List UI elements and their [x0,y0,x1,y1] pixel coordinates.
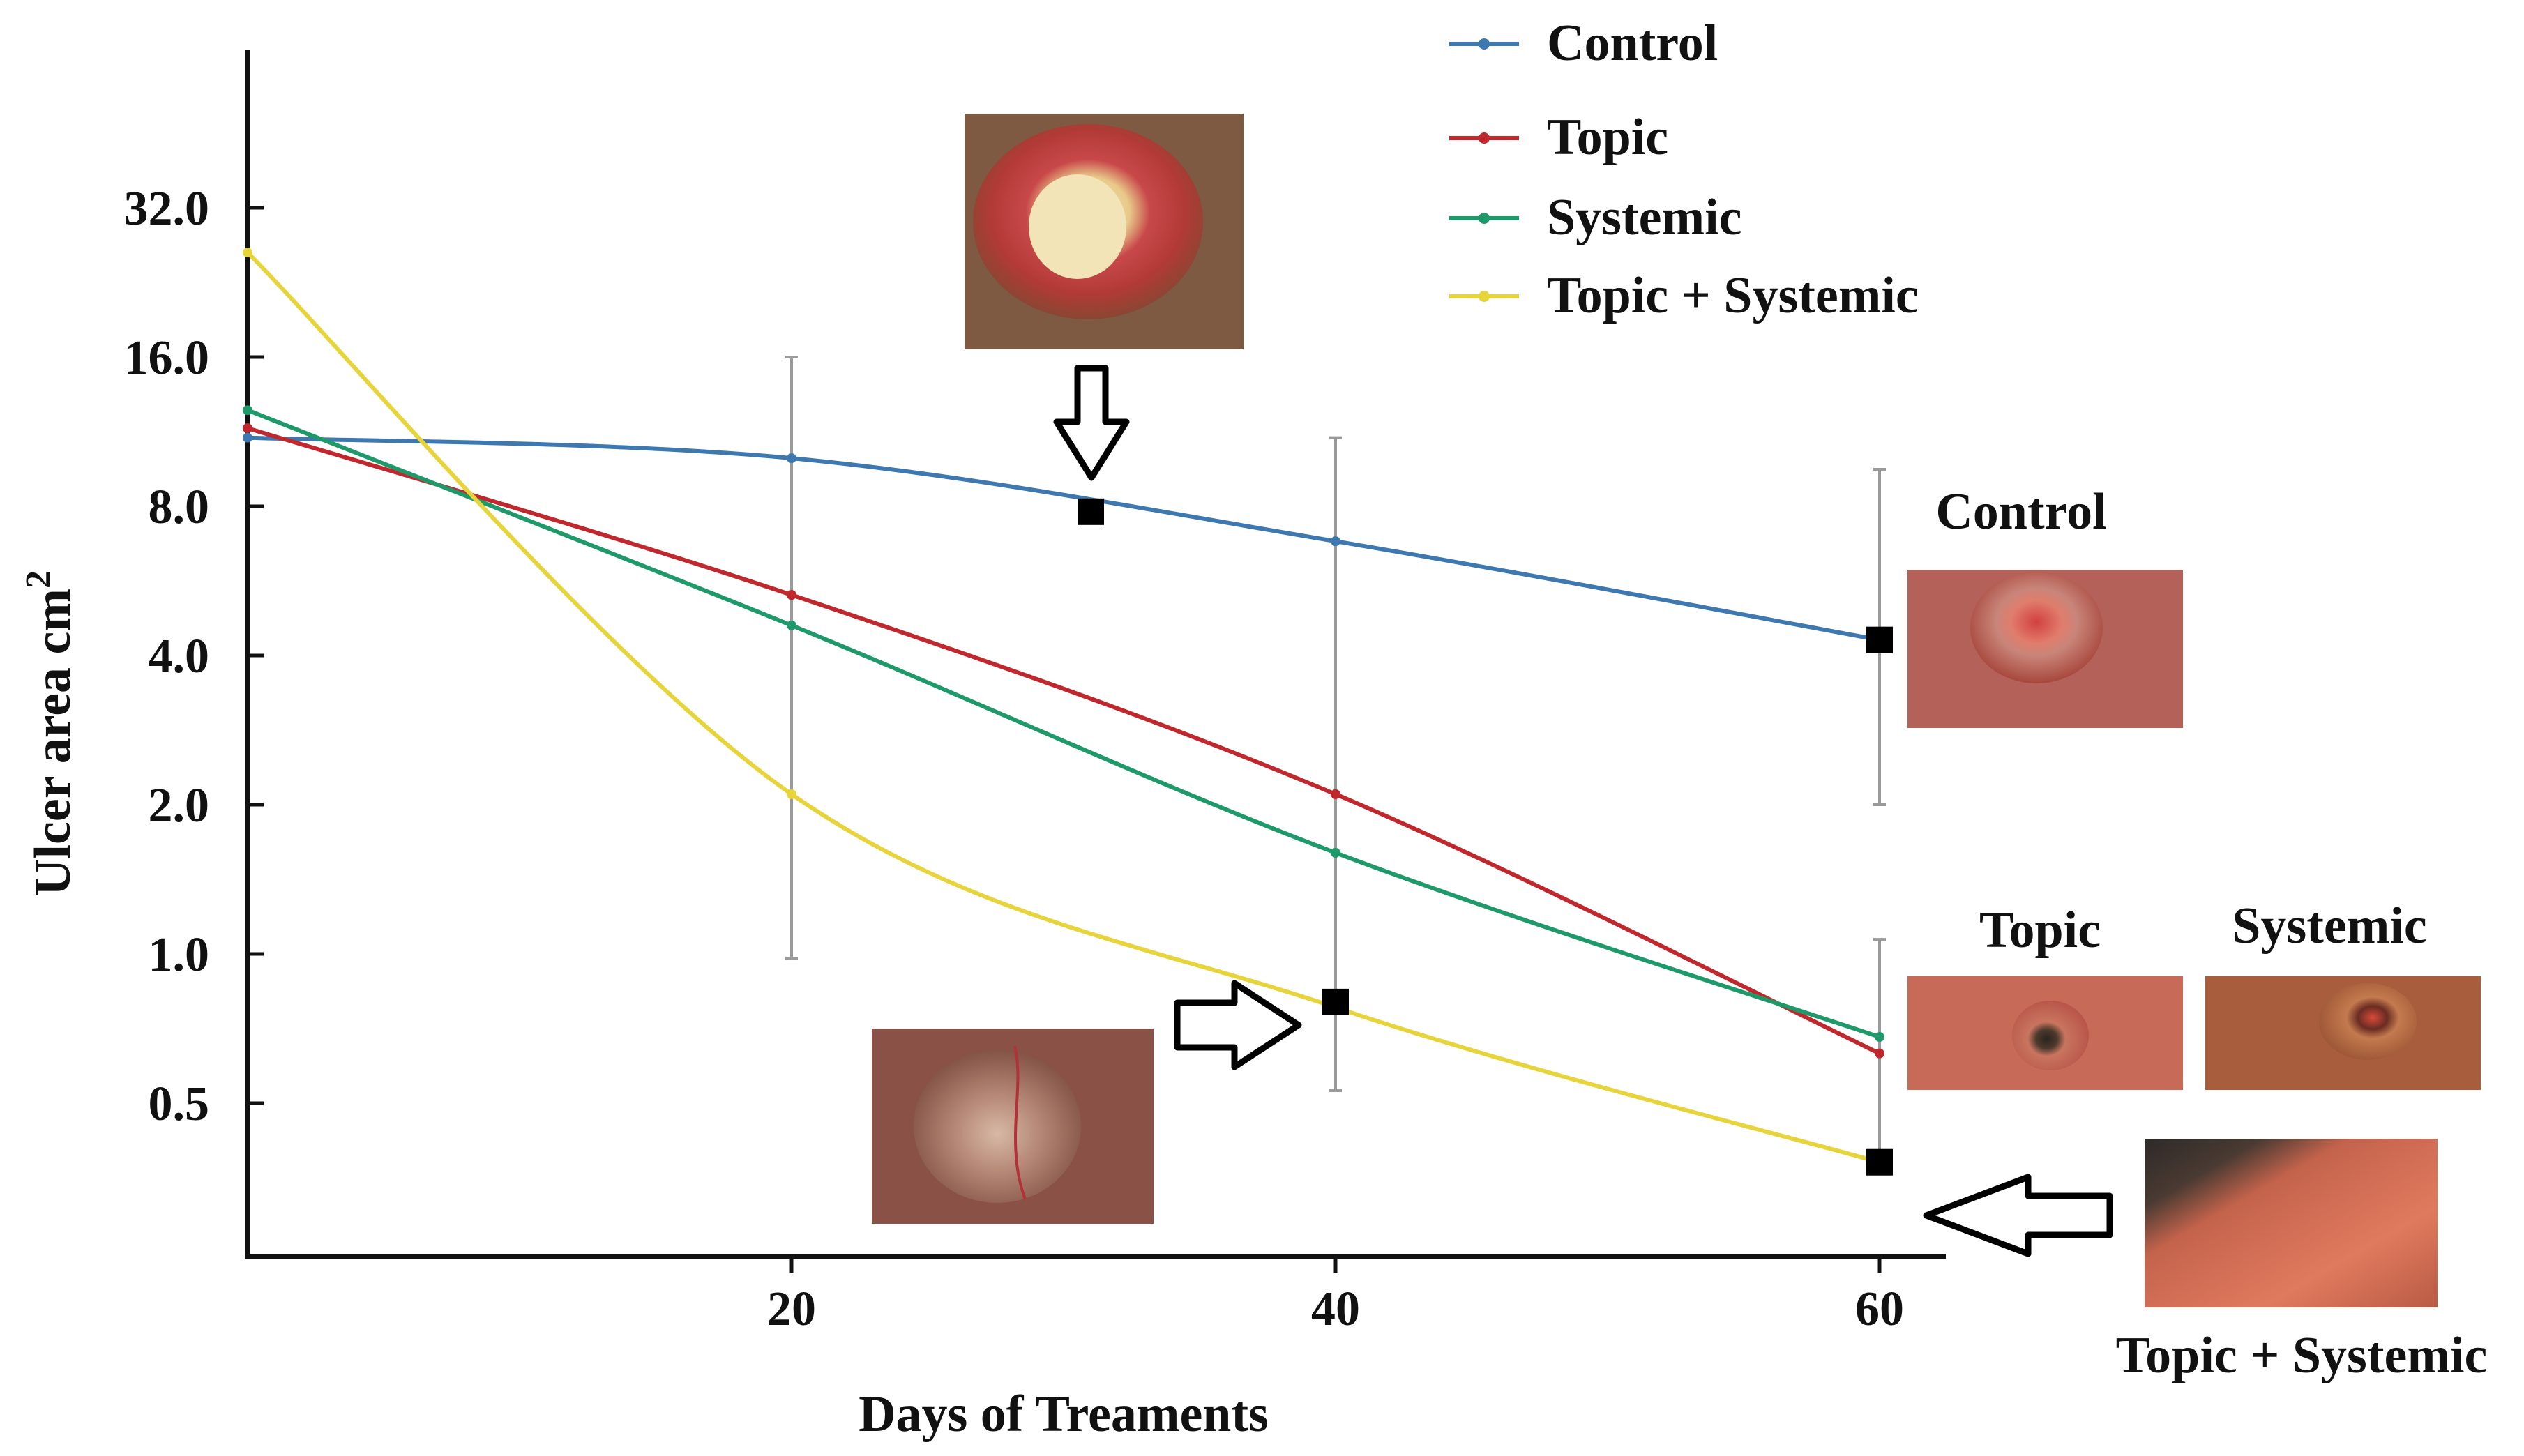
highlight-marker [1322,988,1349,1015]
data-point-topic [1875,1048,1884,1059]
series-lines [243,248,1884,1167]
data-point-control [1331,536,1340,547]
wound-photo-topic-day60 [1907,976,2183,1090]
data-point-control [243,432,252,443]
legend: Control Topic Systemic Topic + Systemic [1449,15,1919,324]
legend-label-topic-systemic: Topic + Systemic [1547,267,1919,324]
y-tick-label: 1.0 [149,928,210,982]
y-tick-label: 0.5 [149,1077,210,1131]
highlight-marker [1866,626,1893,653]
legend-item-control: Control [1449,15,1718,72]
highlight-marker [1078,498,1104,525]
photo-label-systemic: Systemic [2232,897,2427,955]
arrow-down-icon [1053,365,1130,481]
photo-label-topic: Topic [1979,902,2101,959]
wound-photo-systemic-day60 [2205,976,2481,1090]
legend-label-systemic: Systemic [1547,189,1742,246]
y-tick-label: 8.0 [149,480,210,534]
series-line-topic [247,426,1881,1056]
error-bar [785,356,798,960]
wound-photo-day30 [965,114,1244,349]
y-axis-title: Ulcer area cm2 [19,570,82,896]
error-bar [1329,436,1342,1093]
arrow-left-icon [1923,1174,2113,1257]
data-point-systemic [1331,847,1340,858]
y-tick-marks: 0.5 1.0 2.0 4.0 8.0 16.0 32.0 [124,182,264,1131]
data-point-topic [787,590,796,600]
y-axis-title-superscript: 2 [19,570,59,589]
data-point-topic [243,423,252,433]
highlight-marker [1866,1148,1893,1176]
photo-label-topic-systemic: Topic + Systemic [2116,1327,2488,1384]
wound-photo-topic-systemic-day60 [2145,1139,2438,1307]
legend-item-topic: Topic [1449,109,1668,166]
photo-label-control: Control [1935,483,2106,540]
y-axis-title-text: Ulcer area cm [24,589,82,896]
y-tick-label: 4.0 [149,630,210,683]
x-tick-label: 60 [1855,1282,1904,1336]
legend-item-topic-systemic: Topic + Systemic [1449,267,1919,324]
data-point-systemic [243,405,252,416]
data-point-systemic [787,620,796,630]
wound-photo-control-day60 [1907,570,2183,728]
series-line-systemic [246,408,1880,1039]
legend-label-control: Control [1547,15,1718,72]
y-tick-label: 32.0 [124,182,210,236]
arrow-right-icon [1174,980,1302,1070]
x-tick-label: 40 [1311,1282,1360,1336]
data-point-topic [1331,789,1340,799]
x-tick-marks: 20 40 60 [767,1257,1904,1336]
series-line-control [247,435,1880,642]
x-tick-label: 20 [767,1282,816,1336]
legend-item-systemic: Systemic [1449,189,1742,246]
y-tick-label: 16.0 [124,331,210,385]
wound-photo-day40 [872,1029,1154,1224]
y-tick-label: 2.0 [149,779,210,833]
legend-label-topic: Topic [1547,109,1668,166]
data-point-topic-systemic [243,248,252,258]
data-point-topic-systemic [787,789,796,799]
x-axis-title: Days of Treaments [859,1386,1269,1443]
data-point-control [787,453,796,464]
highlighted-markers [1078,498,1893,1176]
data-point-systemic [1875,1032,1884,1042]
series-line-topic-systemic [245,250,1880,1165]
